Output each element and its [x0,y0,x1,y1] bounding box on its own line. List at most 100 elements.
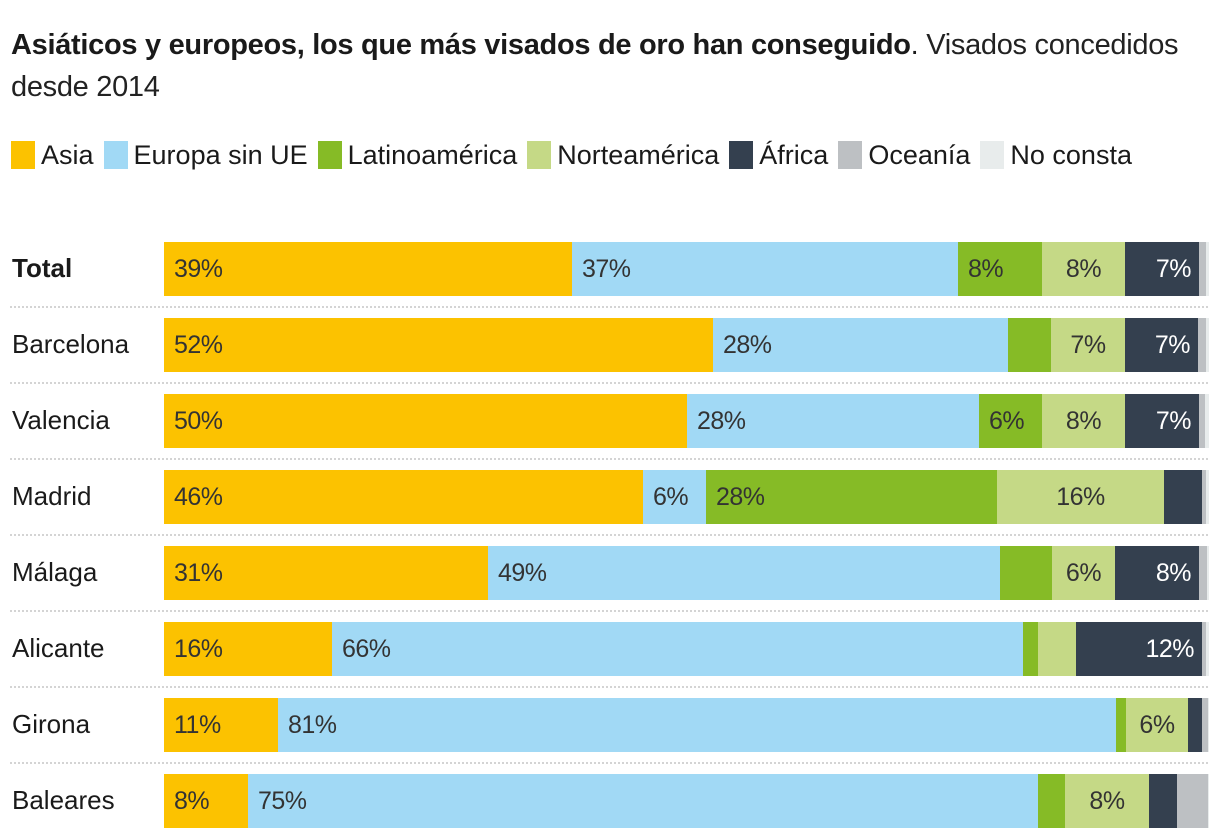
bar-segment-europa-sin-ue [713,318,1008,372]
bar-row-alicante: 16% 66% 12% [164,622,1209,676]
bar-segment-oceania [1198,318,1206,372]
bar-segment-norteamerica [1038,622,1076,676]
data-label-asia: 50% [174,407,223,435]
data-label-europa-sin-ue: 28% [723,331,772,359]
bar-segment-oceania [1199,242,1206,296]
bar-segment-africa [1125,318,1198,372]
bar-segment-latinoamerica [979,394,1042,448]
data-label-norteamerica: 6% [1065,559,1102,587]
bar-segment-latinoamerica [958,242,1042,296]
bar-row-girona: 11% 81% 6% [164,698,1209,752]
bar-segment-asia [164,622,332,676]
category-label-malaga: Málaga [12,557,98,587]
bar-segment-asia [164,242,572,296]
legend-item-europa-sin-ue: Europa sin UE [103,133,308,177]
bar-segment-latinoamerica [1000,546,1052,600]
bar-segment-europa-sin-ue [572,242,958,296]
bar-segment-no-consta [1206,318,1209,372]
row-divider [10,306,1208,308]
legend-swatch [11,141,35,169]
bar-segment-oceania [1202,622,1206,676]
legend-swatch [838,141,863,169]
data-label-latinoamerica: 8% [968,255,1004,283]
data-label-asia: 8% [174,787,210,815]
data-label-europa-sin-ue: 81% [288,711,337,739]
bar-segment-africa [1164,470,1202,524]
data-label-africa: 7% [1154,331,1191,359]
data-label-norteamerica: 16% [1056,483,1105,511]
data-label-asia: 52% [174,331,223,359]
data-label-norteamerica: 6% [1139,711,1175,739]
bar-segment-no-consta [1206,242,1209,296]
bar-segment-europa-sin-ue [687,394,979,448]
bar-segment-oceania [1202,698,1208,752]
legend-label: Europa sin UE [133,140,308,170]
category-label-valencia: Valencia [12,405,110,435]
legend-item-latinoamerica: Latinoamérica [317,133,518,177]
row-divider [10,610,1208,612]
bar-segment-no-consta [1208,774,1209,828]
category-label-baleares: Baleares [12,785,115,815]
bar-segment-no-consta [1206,622,1209,676]
bar-segment-africa [1115,546,1199,600]
bar-segment-oceania [1199,546,1207,600]
data-label-europa-sin-ue: 49% [498,559,547,587]
data-label-latinoamerica: 6% [989,407,1025,435]
category-label-alicante: Alicante [12,633,105,663]
bar-row-baleares: 8% 75% 8% [164,774,1209,828]
data-label-asia: 39% [174,255,223,283]
bar-segment-latinoamerica [1008,318,1051,372]
bar-segment-africa [1076,622,1202,676]
bar-row-barcelona: 52% 28% 7% 7% [164,318,1209,372]
row-divider [10,762,1208,764]
legend-label: Latinoamérica [347,140,518,170]
legend-swatch [527,141,552,169]
chart-subtitle: Visados concedidos desde 2014 [11,29,1179,103]
legend-item-oceania: Oceanía [838,133,970,177]
bar-segment-no-consta [1206,470,1209,524]
row-divider [10,382,1208,384]
chart-title: Asiáticos y europeos, los que más visado… [11,29,911,61]
bar-segment-no-consta [1208,698,1209,752]
bar-segment-asia [164,546,488,600]
data-label-asia: 11% [174,711,221,739]
bar-segment-no-consta [1205,394,1209,448]
category-label-barcelona: Barcelona [12,329,130,359]
data-label-europa-sin-ue: 75% [258,787,307,815]
bar-segment-europa-sin-ue [278,698,1116,752]
bar-segment-latinoamerica [1023,622,1038,676]
row-divider [10,458,1208,460]
bar-segment-asia [164,394,687,448]
category-label-total: Total [12,253,73,283]
legend-label: Norteamérica [557,140,720,170]
data-label-asia: 31% [174,559,223,587]
bar-segment-europa-sin-ue [643,470,706,524]
bar-segment-asia [164,318,713,372]
legend-label: Oceanía [868,140,971,170]
bar-segment-norteamerica [1126,698,1188,752]
legend-label: Asia [41,140,94,170]
bar-segment-latinoamerica [1038,774,1065,828]
legend-label: No consta [1010,140,1132,170]
bar-segment-europa-sin-ue [332,622,1023,676]
bar-segment-norteamerica [1042,242,1125,296]
bar-row-malaga: 31% 49% 6% 8% [164,546,1209,600]
data-label-africa: 12% [1145,635,1194,663]
legend-item-asia: Asia [11,133,94,177]
bar-row-madrid: 46% 6% 28% 16% [164,470,1209,524]
category-label-girona: Girona [12,709,91,739]
bar-segment-norteamerica [1051,318,1125,372]
legend-swatch [729,141,754,169]
legend-item-africa: África [729,133,828,177]
data-label-asia: 46% [174,483,223,511]
bar-segment-no-consta [1207,546,1209,600]
data-label-norteamerica: 7% [1070,331,1106,359]
legend-swatch [980,141,1005,169]
bar-segment-norteamerica [1052,546,1115,600]
row-divider [10,686,1208,688]
data-label-europa-sin-ue: 37% [582,255,631,283]
bar-segment-europa-sin-ue [248,774,1038,828]
data-label-africa: 8% [1155,559,1192,587]
data-label-europa-sin-ue: 66% [342,635,391,663]
bar-row-total: 39% 37% 8% 8% 7% [164,242,1209,296]
